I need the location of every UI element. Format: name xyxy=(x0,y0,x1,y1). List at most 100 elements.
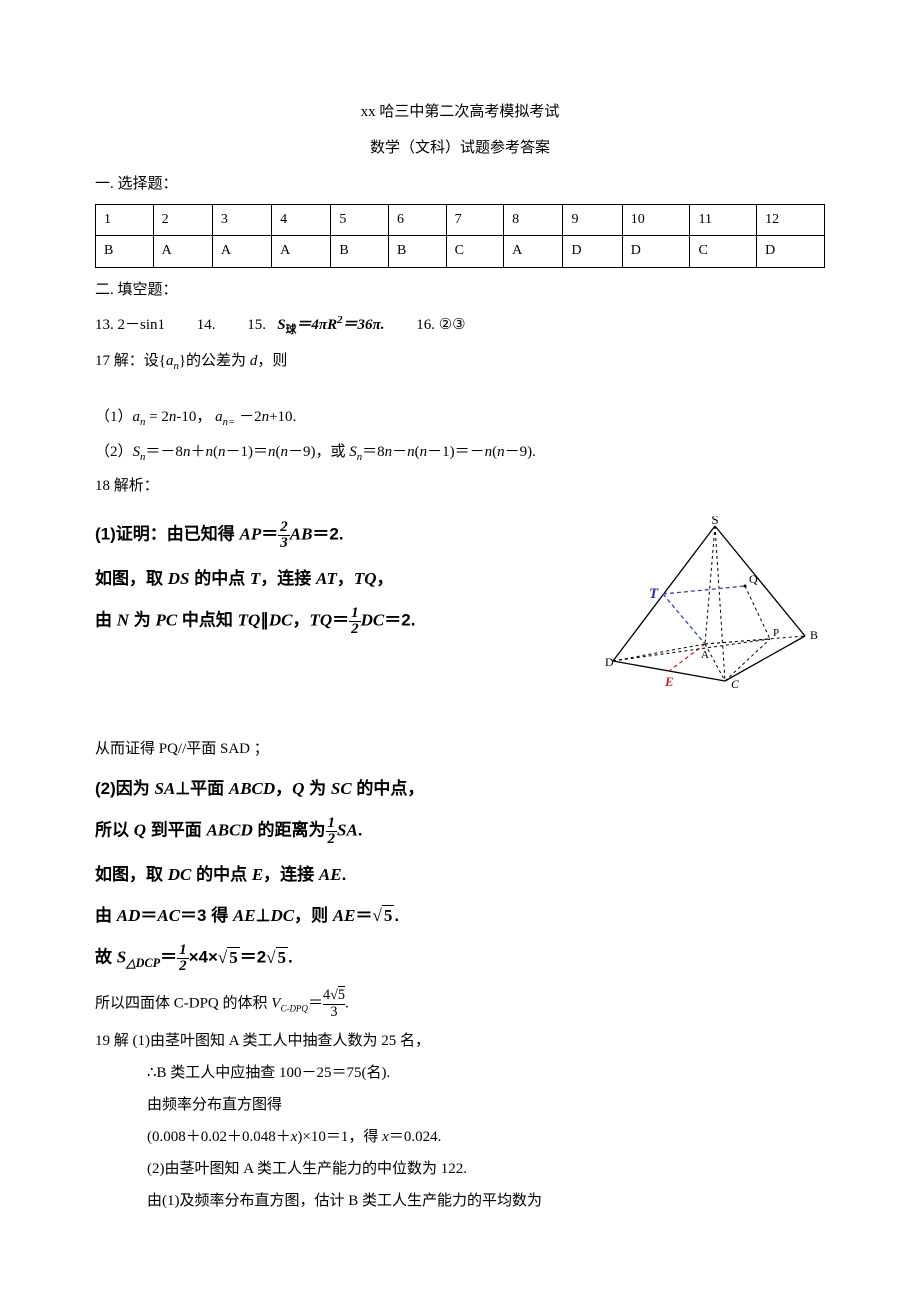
q18-p7: 如图，取 DC 的中点 E，连接 AE. xyxy=(95,861,825,888)
text: +10. xyxy=(269,409,296,425)
q19-l4: (0.008＋0.02＋0.048＋x)×10＝1，得 x＝0.024. xyxy=(95,1125,825,1149)
var-AE: AE xyxy=(333,906,356,925)
q18-head: 18 解析： xyxy=(95,474,825,498)
text: 如图，取 xyxy=(95,865,168,884)
col-num: 5 xyxy=(331,205,389,236)
var-N: N xyxy=(117,610,129,629)
var-a: a xyxy=(133,409,141,425)
text: . xyxy=(358,820,363,839)
col-num: 6 xyxy=(389,205,447,236)
var-DC: DC xyxy=(269,610,293,629)
sqrt-icon: 5 xyxy=(218,944,240,971)
eq: = 2 xyxy=(145,409,168,425)
text: 证明：由已知得 xyxy=(116,524,240,543)
text: 的中点 xyxy=(191,865,251,884)
var-DC: DC xyxy=(361,610,385,629)
var-n: n xyxy=(407,444,415,460)
sub: C-DPQ xyxy=(280,1004,308,1014)
q18-p6: 所以 Q 到平面 ABCD 的距离为12SA. xyxy=(95,816,825,847)
result-frac: 4√53 xyxy=(323,988,345,1020)
parallel: ∥ xyxy=(260,610,269,629)
var-S: S xyxy=(117,948,126,967)
var-TQ: TQ xyxy=(309,610,332,629)
eq: ＝ xyxy=(140,906,157,925)
var-S: S xyxy=(349,444,357,460)
text: 到平面 xyxy=(146,820,206,839)
text: ＋ xyxy=(190,444,205,460)
sqrt-val: 5 xyxy=(276,947,289,967)
col-num: 3 xyxy=(212,205,271,236)
eq: ＝ xyxy=(332,610,349,629)
answer-cell: C xyxy=(446,236,504,267)
text: 为 xyxy=(304,779,330,798)
answer-cell: D xyxy=(757,236,825,267)
q18-p8: 由 AD＝AC＝3 得 AE⊥DC，则 AE＝5. xyxy=(95,902,825,929)
frac-num: 1 xyxy=(177,943,188,958)
var-SA: SA xyxy=(337,820,358,839)
var-n: n xyxy=(385,444,393,460)
section-1-label: 一. 选择题： xyxy=(95,172,825,196)
var-DC: DC xyxy=(270,906,294,925)
answer-cell: D xyxy=(563,236,622,267)
var-TQ: TQ xyxy=(354,569,377,588)
var-Q: Q xyxy=(292,779,304,798)
text: ，连接 xyxy=(260,569,316,588)
var-T: T xyxy=(250,569,260,588)
svg-text:Q: Q xyxy=(749,572,758,586)
answer-cell: D xyxy=(622,236,690,267)
q18-p3: 由 N 为 PC 中点知 TQ∥DC，TQ＝12DC＝2. xyxy=(95,606,587,637)
q16: 16. ②③ xyxy=(416,313,465,337)
q18-p2: 如图，取 DS 的中点 T，连接 AT，TQ， xyxy=(95,565,587,592)
text: 由 xyxy=(95,906,117,925)
geometry-diagram: S T Q A B C D P E xyxy=(605,506,825,699)
q18-p10: 所以四面体 C-DPQ 的体积 VC-DPQ＝4√53. xyxy=(95,988,825,1020)
answer-cell: A xyxy=(504,236,563,267)
answer-cell: B xyxy=(389,236,447,267)
text: 的中点， xyxy=(352,779,425,798)
svg-text:T: T xyxy=(649,586,659,602)
text: -10， xyxy=(176,409,215,425)
q19-l2: ∴B 类工人中应抽查 100－25＝75(名). xyxy=(95,1061,825,1085)
q17-line2: （2）Sn＝－8n＋n(n－1)＝n(n－9)，或 Sn＝8n－n(n－1)＝－… xyxy=(95,440,825,466)
text: －9). xyxy=(505,444,536,460)
var-ABCD: ABCD xyxy=(229,779,275,798)
answer-cell: A xyxy=(212,236,271,267)
text: ＝2. xyxy=(384,610,415,629)
frac-num: 1 xyxy=(326,816,337,831)
text: ＝8 xyxy=(362,444,385,460)
var-DS: DS xyxy=(168,569,190,588)
text: 所以四面体 C-DPQ 的体积 xyxy=(95,996,271,1012)
q14: 14. xyxy=(197,313,216,337)
answer-cell: A xyxy=(153,236,212,267)
q18-p9: 故 S△DCP＝12×4×5＝25. xyxy=(95,943,825,974)
text: 的中点 xyxy=(189,569,249,588)
q15-rest: ＝4πR xyxy=(296,317,337,333)
eq: ＝ xyxy=(308,996,323,1012)
text: . xyxy=(394,906,399,925)
var-AE: AE xyxy=(319,865,342,884)
col-num: 8 xyxy=(504,205,563,236)
sqrt-val: 5 xyxy=(382,905,395,925)
sqrt-val: 5 xyxy=(227,947,240,967)
text: (0.008＋0.02＋0.048＋ xyxy=(147,1129,291,1145)
text: 故 xyxy=(95,948,117,967)
answer-cell: B xyxy=(96,236,154,267)
sub: △DCP xyxy=(126,956,160,970)
text: 得 xyxy=(207,906,233,925)
text: ＝－8 xyxy=(145,444,183,460)
text: －1)＝－ xyxy=(427,444,485,460)
q18-p5: (2)因为 SA⊥平面 ABCD，Q 为 SC 的中点， xyxy=(95,775,825,802)
label: (1) xyxy=(95,524,116,543)
var-SC: SC xyxy=(331,779,352,798)
q19-l5: (2)由茎叶图知 A 类工人生产能力的中位数为 122. xyxy=(95,1157,825,1181)
frac-num: 1 xyxy=(349,606,360,621)
label-1: （1） xyxy=(95,409,133,425)
text: ，连接 xyxy=(263,865,319,884)
text: ＝0.024. xyxy=(389,1129,442,1145)
text: ＝2 xyxy=(240,948,266,967)
var-n: n xyxy=(262,409,270,425)
text: 平面 xyxy=(190,779,229,798)
frac-den: 3 xyxy=(278,535,289,551)
answer-cell: B xyxy=(331,236,389,267)
svg-text:A: A xyxy=(701,649,709,661)
